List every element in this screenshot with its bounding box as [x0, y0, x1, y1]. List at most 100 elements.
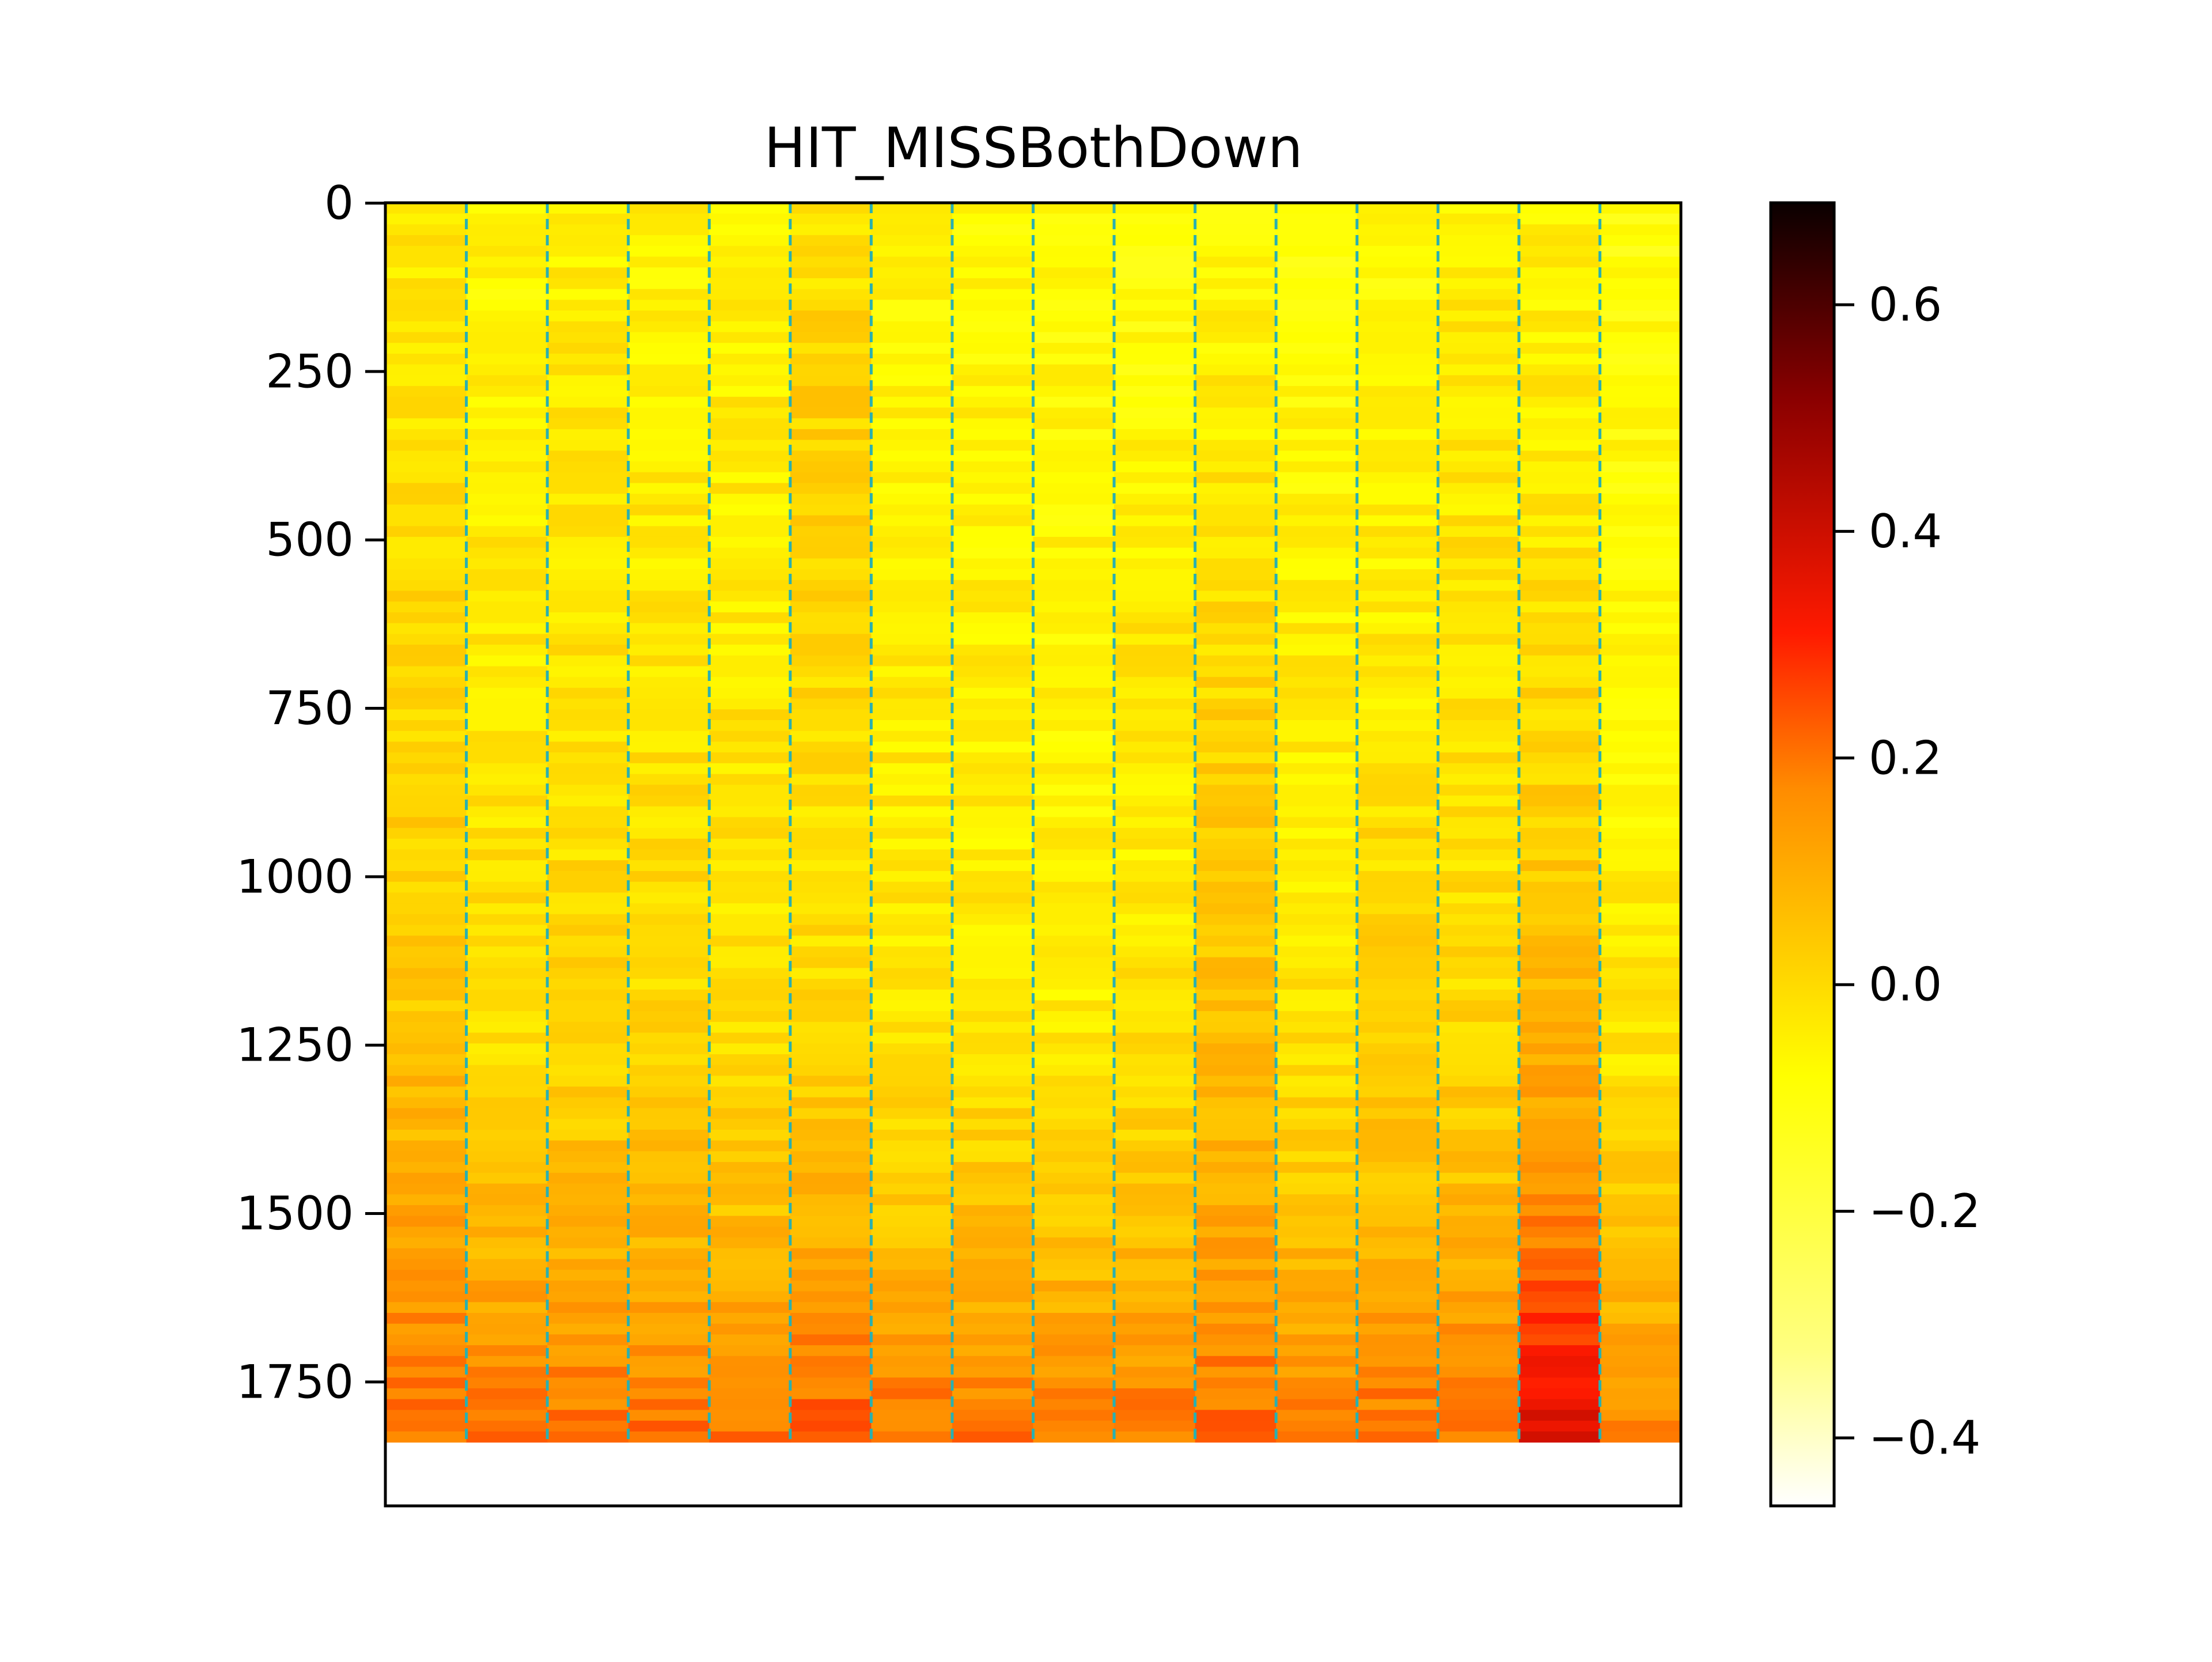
heatmap-cell	[1195, 278, 1277, 290]
heatmap-cell	[952, 892, 1034, 904]
heatmap-cell	[1195, 1194, 1277, 1206]
heatmap-cell	[1438, 353, 1520, 365]
heatmap-cell	[547, 569, 629, 581]
heatmap-cell	[871, 332, 953, 343]
heatmap-cell	[1600, 860, 1681, 872]
heatmap-cell	[790, 1065, 872, 1077]
heatmap-cell	[871, 1291, 953, 1303]
heatmap-cell	[1114, 612, 1196, 624]
heatmap-cell	[547, 1237, 629, 1249]
heatmap-cell	[385, 1183, 467, 1195]
heatmap-cell	[952, 763, 1034, 775]
heatmap-cell	[466, 472, 548, 484]
heatmap-cell	[1438, 213, 1520, 225]
heatmap-cell	[628, 1151, 710, 1163]
heatmap-cell	[1438, 450, 1520, 462]
heatmap-cell	[466, 817, 548, 828]
heatmap-cell	[385, 429, 467, 441]
heatmap-cell	[1357, 332, 1438, 343]
heatmap-cell	[628, 1076, 710, 1087]
heatmap-cell	[871, 1054, 953, 1066]
heatmap-cell	[952, 1119, 1034, 1130]
heatmap-cell	[1600, 1356, 1681, 1368]
heatmap-cell	[952, 1151, 1034, 1163]
heatmap-cell	[1276, 278, 1358, 290]
heatmap-cell	[1357, 429, 1438, 441]
heatmap-cell	[466, 1377, 548, 1389]
heatmap-cell	[1114, 1226, 1196, 1238]
heatmap-cell	[628, 752, 710, 764]
heatmap-cell	[1518, 763, 1601, 775]
heatmap-cell	[1357, 1280, 1438, 1292]
heatmap-cell	[1357, 1043, 1438, 1055]
heatmap-cell	[709, 375, 791, 387]
heatmap-cell	[952, 785, 1034, 796]
heatmap-cell	[1276, 483, 1358, 494]
heatmap-cell	[385, 580, 467, 592]
heatmap-cell	[709, 364, 791, 376]
heatmap-cell	[709, 892, 791, 904]
heatmap-cell	[709, 870, 791, 883]
heatmap-cell	[628, 730, 710, 743]
heatmap-cell	[871, 494, 953, 505]
heatmap-cell	[709, 235, 791, 247]
heatmap-cell	[1195, 903, 1277, 915]
heatmap-cell	[1033, 1431, 1115, 1443]
heatmap-cell	[385, 666, 467, 677]
heatmap-cell	[1195, 1421, 1277, 1432]
heatmap-cell	[709, 1011, 791, 1023]
heatmap-cell	[1195, 774, 1277, 785]
heatmap-cell	[547, 806, 629, 817]
heatmap-cell	[871, 1237, 953, 1249]
heatmap-cell	[466, 849, 548, 861]
heatmap-cell	[1114, 914, 1196, 926]
heatmap-cell	[466, 946, 548, 958]
heatmap-cell	[1357, 1194, 1438, 1206]
heatmap-cell	[628, 267, 710, 279]
heatmap-cell	[1276, 1248, 1358, 1260]
heatmap-cell	[1600, 1313, 1681, 1324]
heatmap-cell	[1438, 1410, 1520, 1421]
heatmap-cell	[1114, 494, 1196, 505]
heatmap-cell	[1276, 623, 1358, 634]
heatmap-cell	[1438, 677, 1520, 688]
heatmap-cell	[709, 1043, 791, 1055]
heatmap-cell	[1114, 1280, 1196, 1292]
heatmap-cell	[1600, 1054, 1681, 1066]
heatmap-cell	[1114, 536, 1196, 548]
heatmap-cell	[1195, 1172, 1277, 1184]
heatmap-cell	[1114, 720, 1196, 732]
heatmap-cell	[385, 1431, 467, 1443]
heatmap-cell	[709, 213, 791, 225]
heatmap-cell	[871, 364, 953, 376]
heatmap-cell	[1438, 914, 1520, 926]
heatmap-cell	[385, 645, 467, 656]
heatmap-cell	[709, 795, 791, 807]
heatmap-cell	[1438, 903, 1520, 915]
heatmap-cell	[1114, 1302, 1196, 1313]
heatmap-cell	[1438, 1270, 1520, 1281]
heatmap-cell	[1600, 1011, 1681, 1023]
heatmap-cell	[466, 870, 548, 883]
heatmap-cell	[1600, 1270, 1681, 1281]
heatmap-cell	[1438, 817, 1520, 828]
heatmap-cell	[709, 1259, 791, 1270]
heatmap-cell	[547, 1032, 629, 1044]
heatmap-cell	[466, 235, 548, 247]
heatmap-cell	[709, 590, 791, 602]
heatmap-cell	[385, 396, 467, 408]
heatmap-cell	[385, 601, 467, 613]
heatmap-cell	[385, 1021, 467, 1033]
heatmap-cell	[952, 817, 1034, 828]
heatmap-cell	[790, 1140, 872, 1152]
heatmap-cell	[952, 590, 1034, 602]
heatmap-cell	[466, 795, 548, 807]
heatmap-cell	[1600, 925, 1681, 936]
heatmap-cell	[1357, 709, 1438, 721]
heatmap-cell	[628, 946, 710, 958]
heatmap-cell	[1195, 849, 1277, 861]
heatmap-cell	[709, 903, 791, 915]
heatmap-cell	[1357, 1065, 1438, 1077]
heatmap-cell	[871, 1119, 953, 1130]
heatmap-cell	[1195, 407, 1277, 419]
